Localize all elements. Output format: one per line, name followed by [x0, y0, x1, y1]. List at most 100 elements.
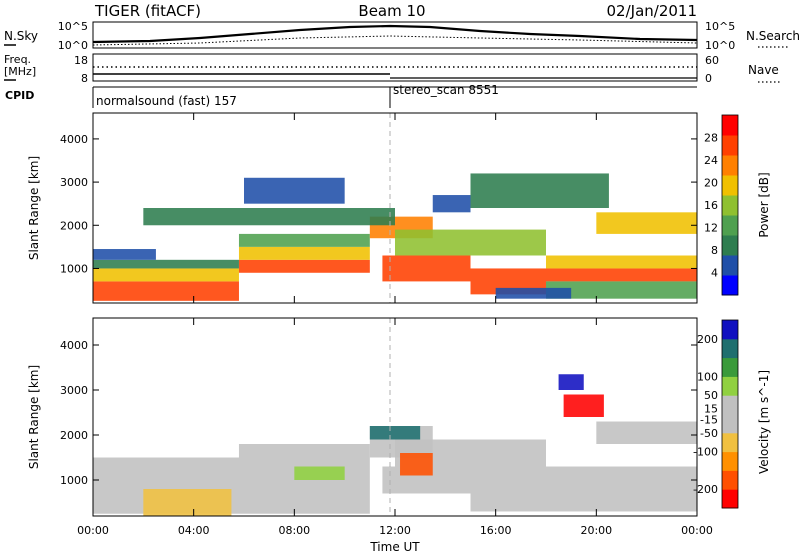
velocity-xtick-label-6: 00:00: [681, 524, 713, 537]
power-colorbar-segment-4: [722, 195, 738, 216]
velocity-x-ticks: 00:00 04:00 08:00 12:00 16:00 20:00 00:00: [77, 318, 713, 537]
freq-label-line2: [MHz]: [4, 65, 36, 78]
nave-right-label: Nave: [748, 63, 779, 77]
noise-search-trace: [92, 35, 698, 46]
power-colorbar-segment-2: [722, 235, 738, 256]
power-colorbar-frame: [721, 114, 739, 296]
power-ytick-label-0: 1000: [60, 262, 88, 275]
velocity-colorbar-segment-1: [722, 470, 738, 490]
velocity-cell-12: [558, 374, 584, 390]
power-colorbar-tick-6: 28: [704, 132, 718, 145]
power-cell-18: [432, 195, 471, 213]
velocity-cell-9: [369, 426, 421, 440]
velocity-xtick-label-5: 20:00: [580, 524, 612, 537]
power-ytick-label-3: 4000: [60, 133, 88, 146]
power-colorbar-tick-0: 4: [711, 267, 718, 280]
noise-left-tick-top: 10^5: [58, 20, 88, 33]
power-cell-0: [93, 281, 239, 301]
velocity-xtick-label-1: 04:00: [178, 524, 210, 537]
velocity-cell-0: [93, 457, 370, 514]
power-cell-16: [470, 173, 609, 208]
velocity-colorbar-segment-7: [722, 357, 738, 377]
velocity-colorbar-segment-6: [722, 376, 738, 396]
power-ylabel: Slant Range [km]: [27, 156, 41, 260]
velocity-ytick-label-3: 4000: [60, 339, 88, 352]
power-cell-15: [244, 177, 345, 204]
power-y-axis: 1000 2000 3000 4000: [60, 133, 697, 275]
velocity-ytick-label-0: 1000: [60, 474, 88, 487]
freq-left-tick-top: 18: [74, 54, 88, 67]
noise-right-tick-top: 10^5: [705, 20, 735, 33]
power-cell-12: [546, 281, 697, 299]
noise-right-tick-bottom: 10^0: [705, 39, 735, 52]
power-cell-8: [382, 255, 471, 282]
power-cell-10: [395, 229, 546, 256]
velocity-xtick-label-4: 16:00: [480, 524, 512, 537]
date-title: 02/Jan/2011: [607, 2, 698, 20]
noise-sky-trace: [92, 24, 698, 44]
power-cell-11: [546, 268, 697, 282]
velocity-colorbar-tick-3: -15: [700, 414, 718, 427]
velocity-colorbar-segment-0: [722, 489, 738, 509]
velocity-cell-1: [238, 444, 370, 458]
power-colorbar-segment-7: [722, 135, 738, 156]
velocity-colorbar-tick-0: -200: [693, 483, 718, 496]
velocity-xtick-label-2: 08:00: [278, 524, 310, 537]
freq-left-tick-bottom: 8: [81, 72, 88, 85]
velocity-colorbar-tick-1: -100: [693, 446, 718, 459]
power-colorbar-segment-5: [722, 175, 738, 196]
velocity-colorbar-tick-2: -50: [700, 427, 718, 440]
power-panel: 1000 2000 3000 4000 Slant Range [km] 4 8 12 16…: [27, 112, 771, 304]
power-cell-17: [143, 208, 395, 226]
power-cell-4: [238, 259, 370, 273]
velocity-colorbar-segment-9: [722, 320, 738, 340]
power-colorbar-tick-2: 12: [704, 222, 718, 235]
velocity-xtick-label-3: 12:00: [379, 524, 411, 537]
nave-right-tick-bottom: 0: [705, 72, 712, 85]
velocity-cell-6: [596, 421, 697, 444]
power-ytick-label-1: 2000: [60, 219, 88, 232]
cpid-segment-1: normalsound (fast) 157: [96, 94, 237, 108]
velocity-ytick-label-2: 3000: [60, 384, 88, 397]
velocity-xtick-label-0: 00:00: [77, 524, 109, 537]
velocity-colorbar-tick-5: 50: [704, 389, 718, 402]
cpid-label: CPID: [5, 89, 34, 102]
power-cell-5: [238, 246, 370, 260]
noise-right-label: N.Search: [746, 29, 800, 43]
power-colorbar-label: Power [dB]: [757, 172, 771, 237]
velocity-colorbar-segment-4: [722, 414, 738, 434]
velocity-colorbar-segment-2: [722, 451, 738, 471]
noise-left-tick-bottom: 10^0: [58, 39, 88, 52]
power-x-ticks: [92, 113, 698, 303]
velocity-colorbar-segment-5: [722, 395, 738, 415]
beam-title: Beam 10: [358, 2, 425, 20]
radar-title: TIGER (fitACF): [94, 2, 201, 20]
noise-left-label: N.Sky: [4, 29, 38, 43]
power-cell-2: [93, 259, 239, 269]
power-colorbar-segment-3: [722, 215, 738, 236]
velocity-colorbar-segment-8: [722, 338, 738, 359]
power-colorbar-tick-4: 20: [704, 177, 718, 190]
power-cell-6: [238, 233, 370, 247]
velocity-cell-8: [294, 466, 345, 480]
x-axis-label: Time UT: [369, 540, 420, 554]
power-colorbar-tick-1: 8: [711, 244, 718, 257]
power-colorbar-tick-3: 16: [704, 199, 718, 212]
velocity-ylabel: Slant Range [km]: [27, 365, 41, 469]
noise-panel-frame: [92, 21, 698, 49]
velocity-heatmap: [93, 374, 697, 516]
velocity-colorbar-label: Velocity [m s^-1]: [757, 370, 771, 474]
velocity-colorbar-frame: [721, 319, 739, 509]
power-ytick-label-2: 3000: [60, 176, 88, 189]
velocity-colorbar-tick-7: 200: [697, 333, 718, 346]
velocity-cell-11: [563, 394, 604, 417]
power-heatmap: [93, 173, 697, 301]
freq-label-line1: Freq.: [4, 53, 31, 66]
power-cell-1: [93, 268, 239, 282]
velocity-colorbar-segment-3: [722, 432, 738, 453]
power-cell-3: [93, 249, 156, 260]
power-colorbar-segment-0: [722, 275, 738, 296]
velocity-colorbar-tick-4: 15: [704, 402, 718, 415]
